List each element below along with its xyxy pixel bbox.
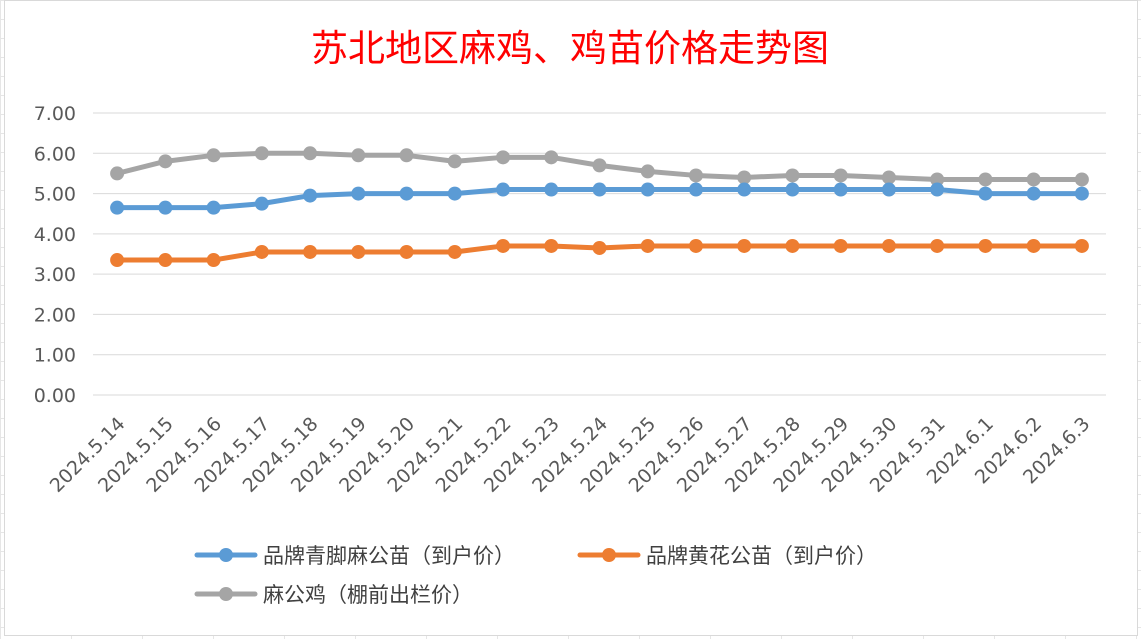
- data-point: [978, 172, 993, 187]
- y-tick-label: 1.00: [34, 345, 76, 367]
- legend-dot-marker: [602, 548, 616, 562]
- data-point: [1026, 238, 1041, 253]
- data-point: [833, 182, 848, 197]
- data-point: [737, 238, 752, 253]
- data-point: [496, 182, 511, 197]
- legend-dot-marker: [219, 587, 233, 601]
- data-point: [496, 238, 511, 253]
- data-point: [254, 196, 269, 211]
- data-point: [833, 238, 848, 253]
- data-point: [351, 186, 366, 201]
- chart-title: 苏北地区麻鸡、鸡苗价格走势图: [311, 27, 829, 70]
- legend-item-2[interactable]: 麻公鸡（棚前出栏价）: [194, 583, 473, 607]
- data-point: [399, 148, 414, 163]
- data-point: [1026, 186, 1041, 201]
- legend-label: 麻公鸡（棚前出栏价）: [263, 583, 473, 607]
- data-point: [640, 164, 655, 179]
- data-point: [737, 182, 752, 197]
- data-point: [254, 146, 269, 161]
- chart-frame[interactable]: [4, 0, 1138, 636]
- data-point: [978, 186, 993, 201]
- legend-label: 品牌青脚麻公苗（到户价）: [263, 544, 515, 568]
- data-point: [110, 253, 125, 268]
- data-point: [447, 244, 462, 259]
- data-point: [351, 148, 366, 163]
- data-point: [737, 170, 752, 185]
- data-point: [1074, 172, 1089, 187]
- data-point: [544, 238, 559, 253]
- data-point: [640, 238, 655, 253]
- data-point: [930, 238, 945, 253]
- data-point: [206, 148, 221, 163]
- data-point: [1026, 172, 1041, 187]
- data-point: [592, 182, 607, 197]
- data-point: [110, 200, 125, 215]
- data-point: [544, 150, 559, 165]
- data-point: [303, 244, 318, 259]
- series-2: [110, 146, 1089, 187]
- data-point: [158, 154, 173, 169]
- data-point: [447, 186, 462, 201]
- data-point: [158, 253, 173, 268]
- legend-label: 品牌黄花公苗（到户价）: [646, 544, 877, 568]
- data-point: [688, 238, 703, 253]
- data-point: [351, 244, 366, 259]
- data-point: [833, 168, 848, 183]
- data-point: [592, 158, 607, 173]
- data-point: [930, 172, 945, 187]
- series-0: [110, 182, 1089, 215]
- series-1: [110, 238, 1089, 268]
- data-point: [688, 182, 703, 197]
- data-point: [688, 168, 703, 183]
- legend-dot-marker: [219, 548, 233, 562]
- series-layer: [110, 146, 1089, 268]
- data-point: [640, 182, 655, 197]
- data-point: [785, 182, 800, 197]
- y-tick-label: 5.00: [34, 184, 76, 206]
- data-point: [881, 170, 896, 185]
- data-point: [303, 146, 318, 161]
- legend: 品牌青脚麻公苗（到户价） 品牌黄花公苗（到户价） 麻公鸡（棚前出栏价）: [194, 544, 877, 607]
- data-point: [978, 238, 993, 253]
- data-point: [254, 244, 269, 259]
- data-point: [399, 244, 414, 259]
- y-tick-label: 7.00: [34, 103, 76, 125]
- data-point: [881, 238, 896, 253]
- data-point: [399, 186, 414, 201]
- data-point: [592, 240, 607, 255]
- data-point: [496, 150, 511, 165]
- y-axis-tick-labels: 0.00 1.00 2.00 3.00 4.00 5.00 6.00 7.00: [34, 103, 76, 407]
- y-tick-label: 0.00: [34, 385, 76, 407]
- data-point: [447, 154, 462, 169]
- data-point: [930, 182, 945, 197]
- data-point: [110, 166, 125, 181]
- data-point: [1074, 238, 1089, 253]
- data-point: [881, 182, 896, 197]
- data-point: [206, 253, 221, 268]
- data-point: [206, 200, 221, 215]
- legend-item-1[interactable]: 品牌黄花公苗（到户价）: [577, 544, 877, 568]
- x-axis-tick-labels: 2024.5.142024.5.152024.5.162024.5.172024…: [46, 413, 1095, 497]
- y-tick-label: 3.00: [34, 264, 76, 286]
- data-point: [303, 188, 318, 203]
- data-point: [544, 182, 559, 197]
- y-tick-label: 4.00: [34, 224, 76, 246]
- data-point: [158, 200, 173, 215]
- data-point: [1074, 186, 1089, 201]
- data-point: [785, 168, 800, 183]
- y-tick-label: 2.00: [34, 304, 76, 326]
- data-point: [785, 238, 800, 253]
- legend-item-0[interactable]: 品牌青脚麻公苗（到户价）: [194, 544, 515, 568]
- y-tick-label: 6.00: [34, 143, 76, 165]
